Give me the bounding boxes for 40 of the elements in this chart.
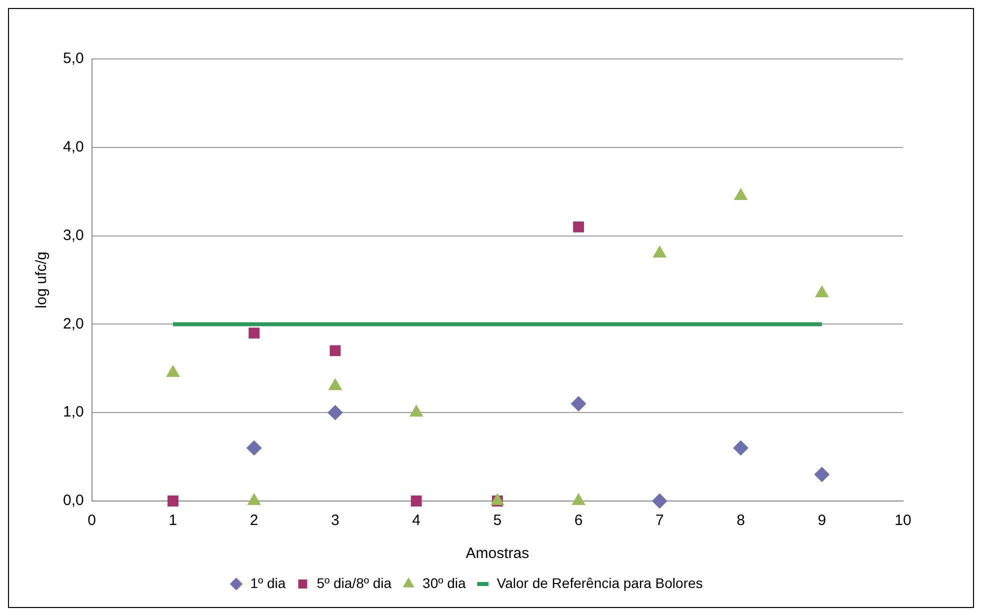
legend-label: 30º dia xyxy=(422,574,466,591)
y-tick-label: 1,0 xyxy=(62,404,84,421)
legend-label: 5º dia/8º dia xyxy=(316,574,392,591)
point xyxy=(328,378,342,390)
point xyxy=(330,345,341,356)
x-tick-label: 2 xyxy=(250,512,258,530)
point xyxy=(573,222,584,232)
point xyxy=(815,286,828,298)
point xyxy=(248,328,260,338)
point xyxy=(246,440,262,456)
point xyxy=(652,494,668,508)
legend-label: 1º dia xyxy=(250,574,286,591)
y-tick-label: 0,0 xyxy=(62,492,84,510)
point xyxy=(734,188,748,200)
y-tick-label: 5,0 xyxy=(62,50,84,68)
point xyxy=(166,365,180,377)
y-tick-label: 3,0 xyxy=(62,226,84,244)
x-tick-label: 4 xyxy=(412,512,420,530)
point xyxy=(168,496,178,506)
y-axis-title: log ufc/g xyxy=(33,252,50,308)
x-tick-label: 1 xyxy=(168,512,178,530)
x-axis-title: Amostras xyxy=(466,545,530,562)
point xyxy=(410,496,422,506)
x-tick-label: 8 xyxy=(736,512,745,530)
point xyxy=(328,405,343,420)
point xyxy=(733,440,748,456)
x-tick-label: 7 xyxy=(655,512,664,530)
x-tick-label: 6 xyxy=(574,512,583,530)
point xyxy=(653,246,666,258)
x-tick-label: 0 xyxy=(88,512,96,530)
x-tick-label: 9 xyxy=(818,512,826,530)
point xyxy=(814,466,830,482)
y-tick-label: 4,0 xyxy=(62,138,84,156)
legend-label: Valor de Referência para Bolores xyxy=(496,574,703,591)
x-tick-label: 10 xyxy=(894,512,912,530)
x-tick-label: 5 xyxy=(493,512,502,530)
point xyxy=(410,405,423,417)
x-tick-label: 3 xyxy=(331,512,340,530)
y-tick-label: 2,0 xyxy=(62,315,84,332)
point xyxy=(571,396,586,412)
